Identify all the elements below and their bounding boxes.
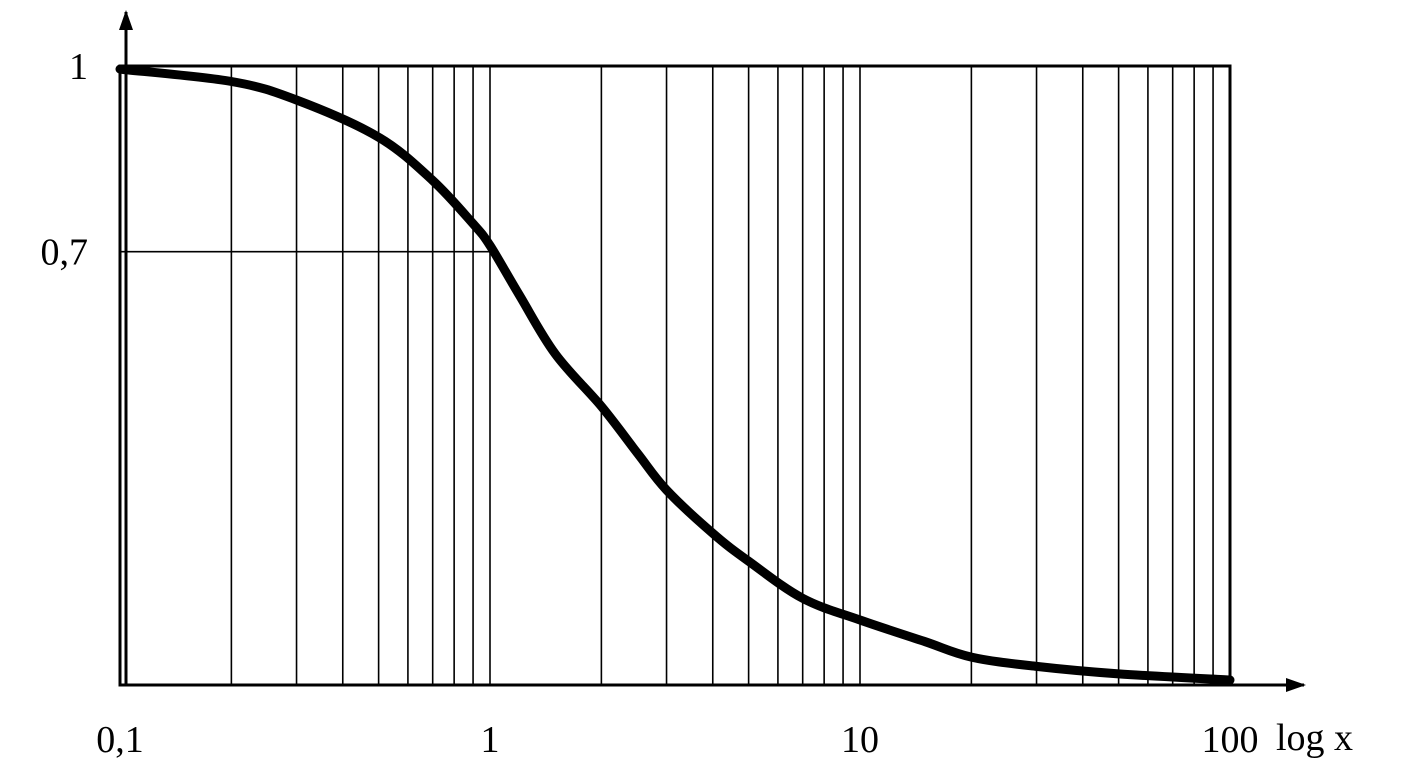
grid xyxy=(230,66,1214,685)
y-tick-label: 0,7 xyxy=(41,232,89,274)
x-tick-label: 1 xyxy=(481,719,500,761)
x-tick-label: 10 xyxy=(841,719,879,761)
x-tick-label: 0,1 xyxy=(96,719,144,761)
x-tick-labels: 0,1 1 10 100 xyxy=(96,719,1258,761)
x-tick-label: 100 xyxy=(1202,719,1259,761)
series-line xyxy=(115,64,1235,685)
y-tick-label: 1 xyxy=(69,46,88,88)
y-tick-labels: 10,7 xyxy=(41,46,89,274)
plot-frame xyxy=(118,64,1232,687)
x-axis-label: log x xyxy=(1276,717,1353,759)
